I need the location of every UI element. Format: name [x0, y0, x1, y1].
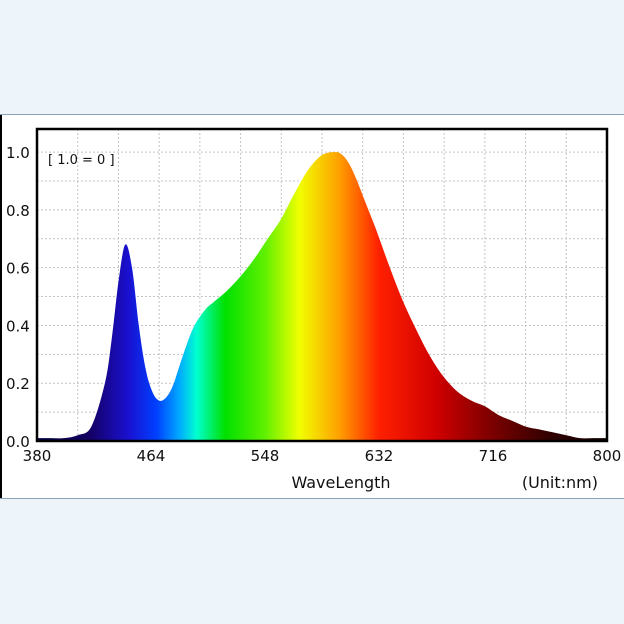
chart-panel: 0.0 0.2 0.4 0.6 0.8 1.0 380 464 548 632 716 800 Wa… [0, 114, 624, 499]
spectrum-area [37, 152, 607, 441]
y-tick-label: 0.6 [6, 260, 30, 278]
plot-frame [35, 127, 609, 443]
x-tick-label: 464 [137, 447, 166, 465]
y-tick-label: 0.8 [6, 202, 30, 220]
x-tick-labels: 380 464 548 632 716 800 [23, 447, 622, 465]
y-tick-label: 0.2 [6, 375, 30, 393]
x-tick-label: 548 [251, 447, 280, 465]
x-tick-label: 380 [23, 447, 52, 465]
spectrum-chart: 0.0 0.2 0.4 0.6 0.8 1.0 380 464 548 632 716 800 Wa… [0, 115, 622, 498]
unit-label: (Unit:nm) [522, 473, 598, 492]
scale-annotation: [ 1.0 = 0 ] [48, 153, 115, 168]
x-tick-label: 716 [479, 447, 508, 465]
y-tick-label: 1.0 [6, 144, 30, 162]
x-tick-label: 800 [593, 447, 622, 465]
x-axis-label: WaveLength [291, 473, 390, 492]
y-tick-labels: 0.0 0.2 0.4 0.6 0.8 1.0 [6, 144, 30, 451]
y-tick-label: 0.4 [6, 317, 30, 335]
y-tick-label: 0.0 [6, 433, 30, 451]
x-tick-label: 632 [365, 447, 394, 465]
